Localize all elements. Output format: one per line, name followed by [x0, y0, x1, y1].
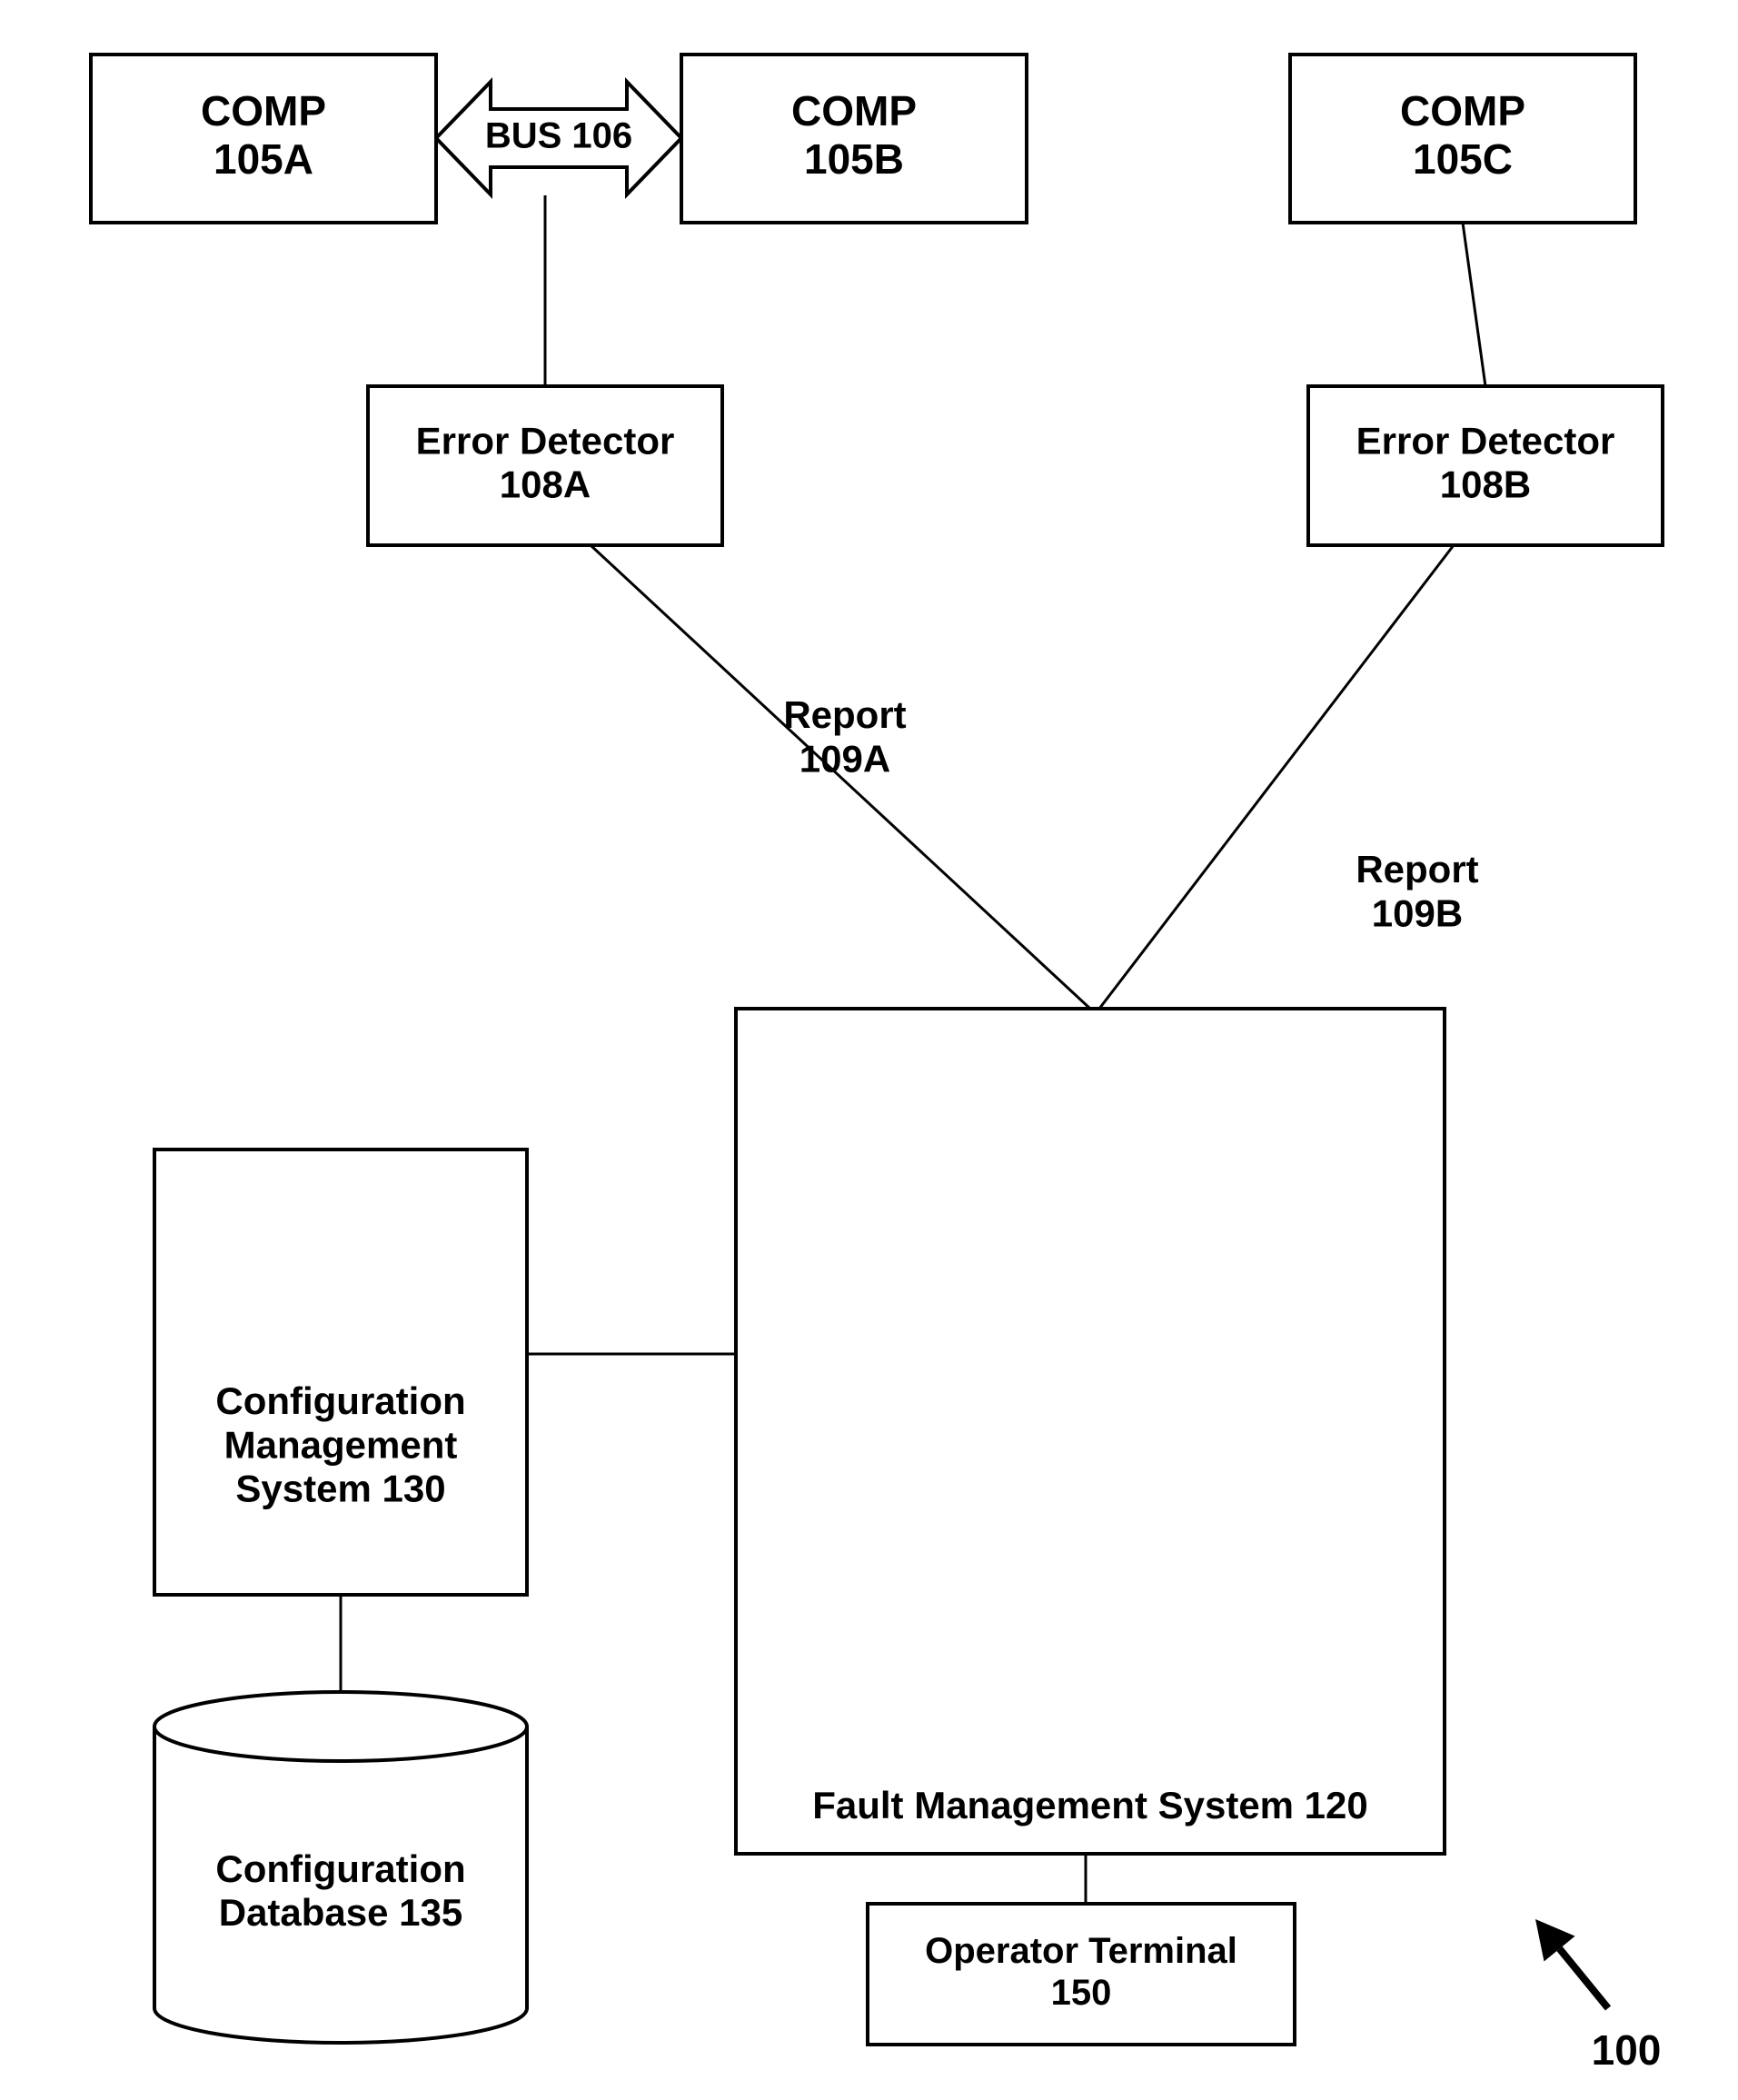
svg-text:COMP: COMP: [201, 87, 326, 134]
svg-text:Error Detector: Error Detector: [416, 419, 675, 462]
svg-text:COMP: COMP: [791, 87, 917, 134]
svg-text:System 130: System 130: [235, 1468, 445, 1510]
svg-text:100: 100: [1592, 2026, 1662, 2074]
svg-text:109A: 109A: [799, 737, 890, 780]
svg-text:109B: 109B: [1372, 891, 1463, 934]
ref_100-label: 100: [1592, 2026, 1662, 2074]
svg-text:COMP: COMP: [1400, 87, 1525, 134]
svg-text:Configuration: Configuration: [215, 1379, 465, 1422]
cms-container: [154, 1150, 527, 1595]
cms-caption: ConfigurationManagementSystem 130: [215, 1379, 465, 1510]
report_a-label: Report109A: [783, 693, 906, 780]
svg-text:108B: 108B: [1440, 463, 1531, 506]
svg-text:Configuration: Configuration: [215, 1847, 465, 1890]
svg-text:Management: Management: [224, 1423, 458, 1466]
svg-text:Report: Report: [1356, 848, 1478, 891]
db-label: ConfigurationDatabase 135: [215, 1847, 465, 1934]
db-cylinder-top: [154, 1692, 527, 1761]
connector-errB_to_fms: [1099, 545, 1454, 1009]
comp_b-label: COMP105B: [791, 87, 917, 183]
svg-text:Database 135: Database 135: [219, 1891, 463, 1934]
svg-text:150: 150: [1051, 1973, 1112, 2013]
connector-compC_to_errB: [1463, 223, 1485, 386]
svg-text:105A: 105A: [214, 135, 313, 183]
ref-arrow-shaft: [1560, 1949, 1608, 2008]
svg-text:Report: Report: [783, 693, 906, 736]
svg-text:105B: 105B: [804, 135, 904, 183]
svg-text:BUS 106: BUS 106: [485, 116, 632, 156]
fms-caption: Fault Management System 120: [812, 1784, 1368, 1826]
comp_a-label: COMP105A: [201, 87, 326, 183]
svg-text:108A: 108A: [500, 463, 591, 506]
svg-text:105C: 105C: [1413, 135, 1513, 183]
report_b-label: Report109B: [1356, 848, 1478, 934]
fms-container: [736, 1009, 1445, 1854]
svg-text:Operator Terminal: Operator Terminal: [925, 1931, 1237, 1971]
svg-text:Error Detector: Error Detector: [1356, 419, 1615, 462]
comp_c-label: COMP105C: [1400, 87, 1525, 183]
bus-label: BUS 106: [485, 116, 632, 156]
